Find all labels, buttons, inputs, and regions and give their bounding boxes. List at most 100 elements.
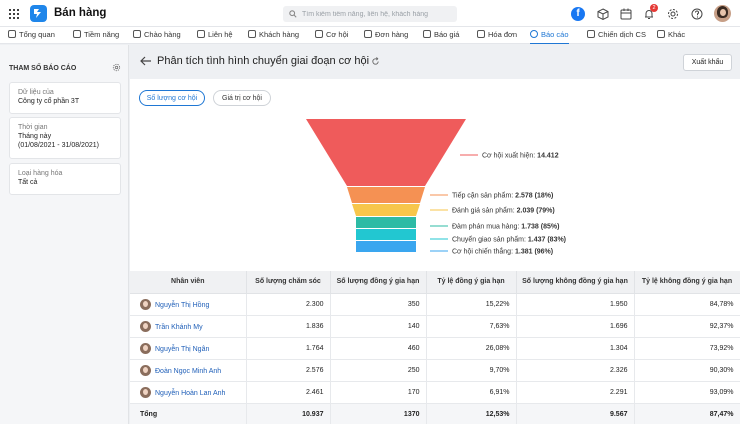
funnel-stage[interactable] [356, 229, 416, 240]
nav-hoa-don[interactable]: Hóa đơn [477, 27, 517, 44]
main-nav: Tổng quan Tiềm năng Chào hàng Liên hệ Kh… [0, 27, 740, 44]
nav-tong-quan[interactable]: Tổng quan [8, 27, 55, 44]
time-range: (01/08/2021 - 31/08/2021) [18, 142, 99, 149]
time-value: Tháng này [18, 133, 52, 140]
nav-khac[interactable]: Khác [657, 27, 685, 44]
table-row: Nguyễn Thị Ngân 1.764 460 26,08% 1.304 7… [130, 337, 740, 360]
data-source-label: Dữ liệu của [18, 89, 54, 96]
refresh-icon[interactable] [371, 57, 380, 66]
employee-avatar [140, 342, 151, 354]
quote-icon [423, 30, 431, 38]
funnel-stage[interactable] [306, 119, 466, 186]
nav-khach-hang[interactable]: Khách hàng [248, 27, 299, 44]
disagree-rate-cell: 92,37% [634, 315, 740, 338]
care-count-cell: 1.836 [246, 315, 331, 338]
funnel-stage-label: Cơ hội xuất hiện: 14.412 [482, 151, 559, 160]
facebook-icon[interactable]: f [571, 7, 585, 21]
search-box[interactable] [283, 6, 457, 22]
agree-count-cell: 170 [330, 381, 427, 404]
col-header-employee[interactable]: Nhân viên [130, 271, 247, 294]
funnel-chart: Cơ hội xuất hiện: 14.412 Tiếp cận sản phẩ… [306, 119, 566, 256]
nav-lien-he[interactable]: Liên hệ [197, 27, 233, 44]
table-row: Trần Khánh My 1.836 140 7,63% 1.696 92,3… [130, 315, 740, 338]
app-logo-icon [30, 5, 47, 22]
invoice-icon [477, 30, 485, 38]
care-count-cell: 1.764 [246, 337, 331, 360]
care-count-cell: 2.576 [246, 359, 331, 382]
time-card[interactable]: Thời gian Tháng này (01/08/2021 - 31/08/… [9, 117, 121, 159]
nav-tiem-nang[interactable]: Tiềm năng [73, 27, 119, 44]
toggle-opportunity-count[interactable]: Số lượng cơ hội [139, 90, 205, 106]
employee-cell[interactable]: Nguyễn Thị Ngân [130, 337, 247, 360]
funnel-stage[interactable] [356, 217, 416, 228]
disagree-count-cell: 1.696 [516, 315, 635, 338]
col-header-care-count[interactable]: Số lượng chăm sóc [246, 271, 331, 294]
col-header-agree-count[interactable]: Số lượng đồng ý gia hạn [330, 271, 427, 294]
disagree-count-cell: 2.291 [516, 381, 635, 404]
top-bar: Bán hàng f 2 [0, 0, 740, 27]
nav-don-hang[interactable]: Đơn hàng [364, 27, 408, 44]
employee-cell[interactable]: Nguyễn Thị Hồng [130, 293, 247, 316]
care-count-cell: 2.300 [246, 293, 331, 316]
col-header-agree-rate[interactable]: Tỷ lệ đồng ý gia hạn [426, 271, 517, 294]
user-avatar[interactable] [714, 5, 731, 22]
disagree-count-cell: 2.326 [516, 359, 635, 382]
report-main: Phân tích tình hình chuyển giai đoạn cơ … [130, 45, 740, 424]
settings-gear-icon[interactable] [112, 63, 121, 72]
funnel-stage-label: Cơ hội chiến thắng: 1.381 (96%) [452, 247, 553, 256]
order-icon [364, 30, 372, 38]
disagree-rate-cell: 84,78% [634, 293, 740, 316]
funnel-stage[interactable] [356, 241, 416, 252]
leads-icon [73, 30, 81, 38]
employee-cell[interactable]: Nguyễn Hoàn Lan Anh [130, 381, 247, 404]
funnel-stage[interactable] [352, 204, 420, 216]
funnel-stage-label: Tiếp cận sản phẩm: 2.578 (18%) [452, 191, 553, 200]
total-agree-count: 1370 [330, 403, 427, 424]
agree-rate-cell: 15,22% [426, 293, 517, 316]
search-icon [289, 10, 297, 18]
nav-bao-cao[interactable]: Báo cáo [530, 27, 569, 44]
disagree-rate-cell: 73,92% [634, 337, 740, 360]
dashboard-icon [8, 30, 16, 38]
total-agree-rate: 12,53% [426, 403, 517, 424]
col-header-disagree-rate[interactable]: Tỷ lệ không đồng ý gia hạn [634, 271, 740, 294]
data-source-card[interactable]: Dữ liệu của Công ty cổ phần 3T [9, 82, 121, 114]
time-label: Thời gian [18, 124, 48, 131]
nav-bao-gia[interactable]: Báo giá [423, 27, 459, 44]
export-button[interactable]: Xuất khẩu [683, 54, 732, 71]
nav-chien-dich-cs[interactable]: Chiến dịch CS [587, 27, 646, 44]
agree-rate-cell: 7,63% [426, 315, 517, 338]
gear-icon[interactable] [666, 7, 680, 21]
product-type-card[interactable]: Loại hàng hóa Tất cả [9, 163, 121, 195]
employee-cell[interactable]: Trần Khánh My [130, 315, 247, 338]
agree-count-cell: 250 [330, 359, 427, 382]
table-row: Nguyễn Thị Hồng 2.300 350 15,22% 1.950 8… [130, 293, 740, 316]
employee-avatar [140, 298, 151, 310]
employee-avatar [140, 386, 151, 398]
back-arrow-icon[interactable] [140, 56, 152, 66]
disagree-rate-cell: 90,30% [634, 359, 740, 382]
funnel-stage[interactable] [347, 187, 425, 203]
search-input[interactable] [302, 7, 452, 21]
disagree-count-cell: 1.304 [516, 337, 635, 360]
nav-co-hoi[interactable]: Cơ hội [315, 27, 348, 44]
table-header-row: Nhân viên Số lượng chăm sóc Số lượng đồn… [130, 271, 740, 294]
sidebar-title: THAM SỐ BÁO CÁO [9, 65, 77, 72]
employee-table: Nhân viên Số lượng chăm sóc Số lượng đồn… [130, 271, 740, 424]
help-icon[interactable] [690, 7, 704, 21]
report-header: Phân tích tình hình chuyển giai đoạn cơ … [130, 45, 740, 79]
contact-icon [197, 30, 205, 38]
app-grid-icon[interactable] [9, 9, 19, 19]
nav-chao-hang[interactable]: Chào hàng [133, 27, 181, 44]
toggle-opportunity-value[interactable]: Giá trị cơ hội [213, 90, 271, 106]
more-icon [657, 30, 665, 38]
report-params-sidebar: THAM SỐ BÁO CÁO Dữ liệu của Công ty cổ p… [0, 45, 129, 424]
funnel-stage-label: Đàm phán mua hàng: 1.738 (85%) [452, 224, 559, 231]
calendar-icon[interactable] [619, 7, 633, 21]
box-icon[interactable] [596, 7, 610, 21]
customer-icon [248, 30, 256, 38]
employee-cell[interactable]: Đoàn Ngọc Minh Anh [130, 359, 247, 382]
table-row: Đoàn Ngọc Minh Anh 2.576 250 9,70% 2.326… [130, 359, 740, 382]
col-header-disagree-count[interactable]: Số lượng không đồng ý gia hạn [516, 271, 635, 294]
care-count-cell: 2.461 [246, 381, 331, 404]
